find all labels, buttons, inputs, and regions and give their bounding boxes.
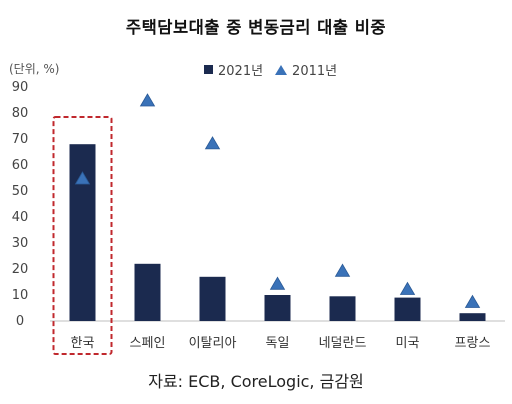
highlight-box [52,116,113,355]
source-note: 자료: ECB, CoreLogic, 금감원 [148,372,364,391]
y-axis: 0 10 20 30 40 50 60 70 80 90 [12,80,29,329]
bar-2021 [394,297,421,321]
bar-2021 [199,276,226,321]
x-tick-label: 미국 [396,336,420,351]
legend-label-2011: 2011년 [292,64,338,79]
marker-2011 [139,93,156,107]
legend-label-2021: 2021년 [218,64,264,79]
marker-2011 [74,171,91,185]
y-tick-label: 70 [12,132,29,147]
y-tick-label: 40 [12,210,29,225]
marker-2011 [269,276,286,290]
y-tick-label: 60 [12,158,29,173]
y-tick-label: 20 [12,262,29,277]
legend-bar-swatch [204,65,213,74]
x-tick-label: 스페인 [130,336,166,351]
marker-2011 [399,281,416,295]
legend-triangle-swatch [275,64,288,75]
y-tick-label: 90 [12,80,29,95]
markers-2011 [74,93,481,308]
x-tick-label: 독일 [266,336,290,351]
bar-2021 [329,296,356,321]
marker-2011 [334,263,351,277]
y-tick-label: 10 [12,288,29,303]
marker-2011 [464,294,481,308]
unit-label: (단위, %) [9,62,60,76]
x-tick-label: 한국 [71,336,95,351]
x-axis: 한국 스페인 이탈리아 독일 네덜란드 미국 프랑스 [50,320,505,351]
bar-2021 [69,144,96,321]
y-tick-label: 30 [12,236,29,251]
y-tick-label: 80 [12,106,29,121]
x-tick-label: 이탈리아 [189,336,237,351]
x-tick-label: 프랑스 [455,336,491,351]
marker-2011 [204,136,221,150]
bar-2021 [264,295,291,321]
bars-2021 [69,144,486,321]
y-tick-label: 50 [12,184,29,199]
bar-2021 [134,263,161,321]
y-tick-label: 0 [16,314,24,329]
legend-item-2011: 2011년 [275,60,337,79]
x-tick-label: 네덜란드 [319,336,367,351]
bar-2021 [459,313,486,321]
legend: 2021년 2011년 [204,60,349,79]
chart-title: 주택담보대출 중 변동금리 대출 비중 [125,18,387,37]
highlight-korea [52,116,113,355]
legend-item-2021: 2021년 [204,60,263,79]
